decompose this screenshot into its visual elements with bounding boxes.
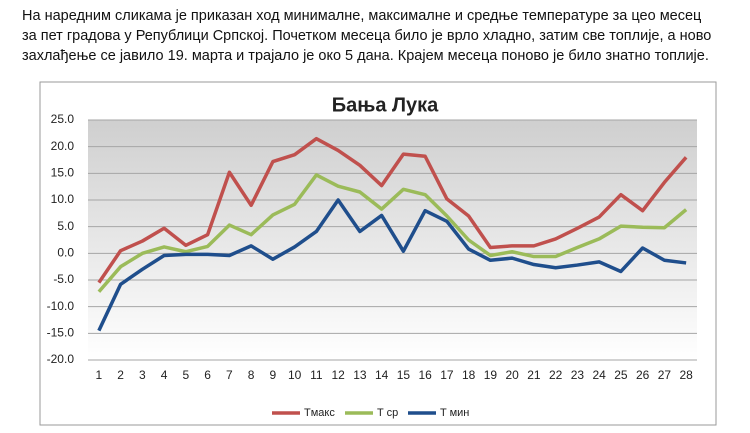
x-tick-label: 18 <box>462 368 476 382</box>
x-tick-label: 22 <box>549 368 563 382</box>
x-tick-label: 19 <box>484 368 498 382</box>
x-tick-label: 5 <box>183 368 190 382</box>
paragraph: На наредним сликама је приказан ход мини… <box>22 6 711 66</box>
y-tick-label: -15.0 <box>47 326 75 340</box>
x-tick-label: 12 <box>331 368 345 382</box>
text-line: за пет градова у Републици Српској. Поче… <box>22 28 712 44</box>
y-tick-label: 0.0 <box>57 246 74 260</box>
series-line <box>97 198 687 332</box>
legend-label: T ср <box>377 407 398 419</box>
text-line: На наредним сликама је приказан ход мини… <box>22 8 702 24</box>
x-tick-label: 25 <box>614 368 628 382</box>
y-tick-label: 20.0 <box>51 139 75 153</box>
series-line <box>97 173 688 293</box>
x-tick-label: 23 <box>571 368 585 382</box>
x-tick-label: 15 <box>397 368 411 382</box>
x-tick-label: 21 <box>527 368 541 382</box>
y-tick-label: 5.0 <box>57 219 74 233</box>
legend-label: Tмакс <box>304 407 335 419</box>
y-tick-label: 10.0 <box>51 192 75 206</box>
x-tick-label: 8 <box>248 368 255 382</box>
legend-label: T мин <box>440 407 469 419</box>
y-tick-label: -10.0 <box>47 299 75 313</box>
text-line: захлађење се јавило 19. марта и трајало … <box>22 48 709 64</box>
x-tick-label: 3 <box>139 368 146 382</box>
x-tick-label: 2 <box>117 368 124 382</box>
x-tick-label: 13 <box>353 368 367 382</box>
x-tick-label: 7 <box>226 368 233 382</box>
x-tick-label: 17 <box>440 368 454 382</box>
chart-title: Бања Лука <box>332 94 439 116</box>
x-tick-label: 4 <box>161 368 168 382</box>
x-tick-label: 9 <box>270 368 277 382</box>
x-tick-label: 6 <box>204 368 211 382</box>
y-tick-label: -20.0 <box>47 352 75 366</box>
y-tick-label: 15.0 <box>51 166 75 180</box>
x-tick-label: 1 <box>96 368 103 382</box>
series-line <box>97 136 688 284</box>
x-tick-label: 16 <box>418 368 432 382</box>
x-tick-label: 28 <box>679 368 693 382</box>
x-tick-label: 26 <box>636 368 650 382</box>
x-tick-label: 24 <box>592 368 606 382</box>
x-tick-label: 10 <box>288 368 302 382</box>
x-tick-label: 11 <box>310 368 323 382</box>
y-tick-label: -5.0 <box>53 272 74 286</box>
x-tick-label: 27 <box>658 368 672 382</box>
x-tick-label: 14 <box>375 368 389 382</box>
y-tick-label: 25.0 <box>51 112 75 126</box>
x-tick-label: 20 <box>505 368 519 382</box>
